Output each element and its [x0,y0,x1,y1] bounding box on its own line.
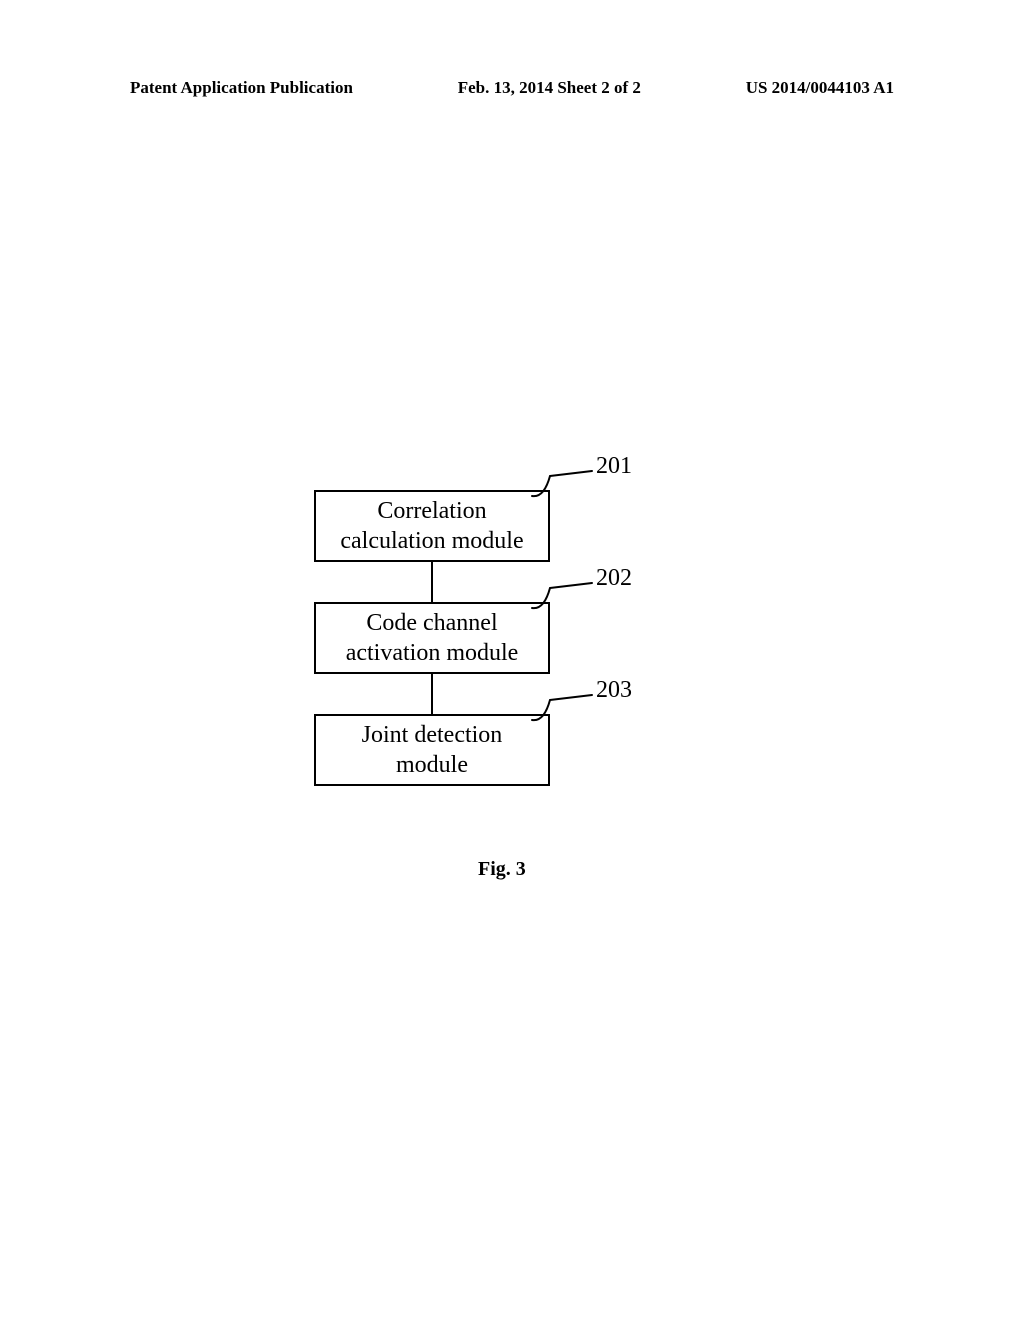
flowchart-diagram: Correlation calculation module 201 Code … [0,0,1024,1320]
page: Patent Application Publication Feb. 13, … [0,0,1024,1320]
connectors-svg [0,0,1024,1320]
figure-caption: Fig. 3 [478,858,526,881]
